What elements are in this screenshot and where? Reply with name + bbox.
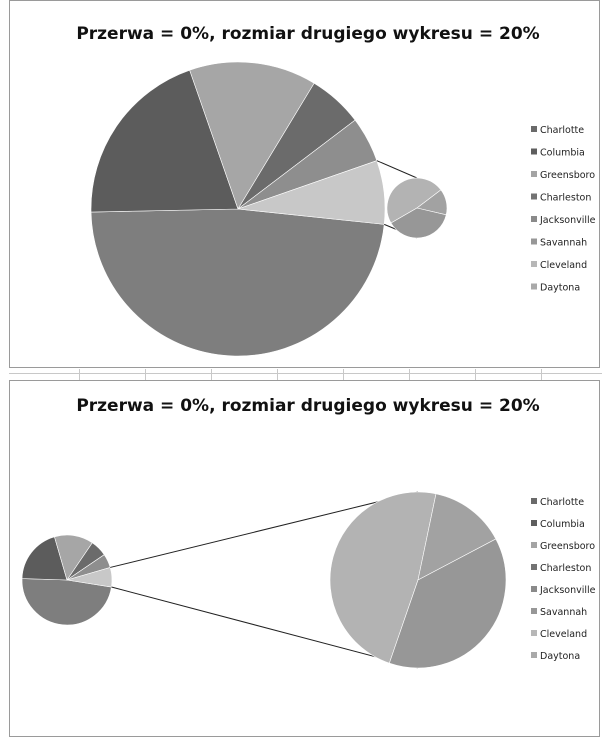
- chart-1-main-slice-columbia[interactable]: [189, 61, 315, 210]
- chart-2-legend-swatch-jacksonville: [531, 586, 537, 592]
- chart-1-main-slice-charlotte[interactable]: [90, 69, 239, 213]
- chart-2-secondary-pie: [329, 491, 507, 669]
- chart-1-second-slice-savannah[interactable]: [386, 177, 442, 224]
- chart-1-legend-swatch-charleston: [531, 193, 537, 200]
- chart-1-main-pie: [90, 61, 386, 357]
- chart-1-legend-label-savannah: Savannah: [540, 238, 587, 249]
- chart-2-legend: Charlotte Columbia Greensboro Charleston Jac…: [531, 497, 596, 662]
- chart-1-main-slice-big-slice[interactable]: [90, 208, 385, 357]
- chart-2-second-slice-daytona[interactable]: [388, 538, 507, 669]
- chart-1-legend-label-cleveland: Cleveland: [540, 260, 587, 271]
- chart-2-legend-swatch-charlotte: [531, 498, 537, 504]
- chart-1-secondary-pie: [386, 177, 448, 239]
- chart-2-title: Przerwa = 0%, rozmiar drugiego wykresu =…: [76, 396, 539, 416]
- chart-1-legend-label-charleston: Charleston: [540, 193, 591, 204]
- chart-2-legend-label-savannah: Savannah: [540, 607, 587, 618]
- chart-2-legend-label-cleveland: Cleveland: [540, 629, 587, 640]
- chart-2-legend-swatch-charleston: [531, 564, 537, 570]
- chart-2-legend-swatch-daytona: [531, 652, 537, 658]
- chart-1-legend-label-greensboro: Greensboro: [540, 170, 595, 181]
- chart-2-legend-swatch-columbia: [531, 520, 537, 526]
- chart-1-legend-swatch-daytona: [531, 283, 537, 290]
- chart-2-connector-upper: [110, 491, 419, 568]
- chart-1-legend-swatch-columbia: [531, 148, 537, 155]
- chart-1-legend-swatch-jacksonville: [531, 216, 537, 222]
- chart-1-legend-swatch-cleveland: [531, 261, 537, 267]
- chart-2-legend-label-jacksonville: Jacksonville: [539, 585, 596, 596]
- chart-2-connector-lines: [110, 491, 419, 669]
- chart-1-title: Przerwa = 0%, rozmiar drugiego wykresu =…: [76, 24, 539, 44]
- chart-2: Przerwa = 0%, rozmiar drugiego wykresu =…: [21, 396, 596, 669]
- chart-1-legend-label-jacksonville: Jacksonville: [539, 215, 596, 226]
- chart-1-legend: Charlotte Columbia Greensboro Charleston Jac…: [531, 125, 596, 294]
- chart-2-legend-label-columbia: Columbia: [540, 519, 585, 530]
- chart-1-legend-swatch-greensboro: [531, 171, 537, 177]
- chart-1-legend-label-charlotte: Charlotte: [540, 125, 584, 136]
- chart-2-legend-label-greensboro: Greensboro: [540, 541, 595, 552]
- chart-1-second-slice-daytona[interactable]: [390, 207, 447, 239]
- chart-1-connector-upper: [376, 160, 418, 179]
- chart-2-main-slice-charlotte[interactable]: [21, 536, 68, 581]
- chart-2-legend-swatch-savannah: [531, 608, 537, 614]
- chart-1: Przerwa = 0%, rozmiar drugiego wykresu =…: [76, 24, 596, 357]
- chart-2-legend-swatch-greensboro: [531, 542, 537, 548]
- chart-2-connector-lower: [111, 586, 419, 669]
- chart-2-legend-label-charlotte: Charlotte: [540, 497, 584, 508]
- chart-2-legend-swatch-cleveland: [531, 630, 537, 636]
- chart-2-main-pie: [21, 534, 113, 626]
- sheet-gridlines: [9, 369, 602, 380]
- chart-2-second-slice-cleveland[interactable]: [417, 493, 497, 581]
- chart-1-legend-label-daytona: Daytona: [540, 283, 580, 294]
- chart-2-legend-label-daytona: Daytona: [540, 651, 580, 662]
- chart-1-legend-label-columbia: Columbia: [540, 148, 585, 159]
- chart-2-legend-label-charleston: Charleston: [540, 563, 591, 574]
- chart-2-main-slice-big-slice[interactable]: [21, 578, 112, 626]
- chart-1-legend-swatch-charlotte: [531, 126, 537, 132]
- chart-2-second-slice-savannah[interactable]: [329, 491, 437, 664]
- chart-1-legend-swatch-savannah: [531, 238, 537, 245]
